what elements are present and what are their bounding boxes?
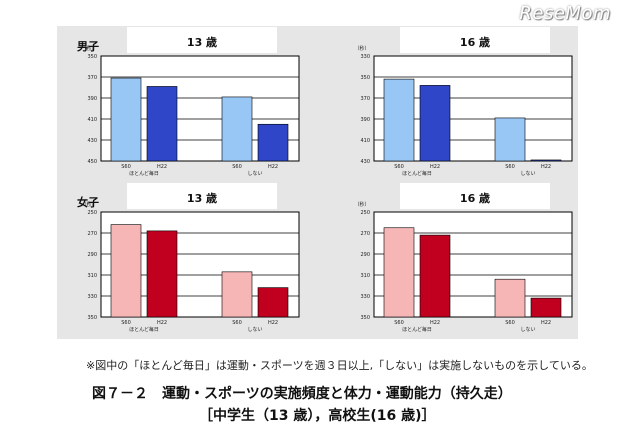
bar-s60 (494, 278, 526, 318)
bar-h22 (419, 234, 451, 318)
category-label: ほとんど毎日 (129, 170, 159, 177)
title-patch (127, 27, 277, 53)
y-tick-label: 350 (87, 54, 97, 60)
bar-label: H22 (430, 320, 440, 326)
chart-title: 16 歳 (460, 191, 490, 205)
y-tick-label: 310 (87, 273, 97, 279)
title-patch (400, 27, 550, 53)
bar-h22 (530, 159, 562, 162)
y-tick-label: 350 (360, 75, 370, 81)
bar-label: H22 (268, 164, 278, 170)
bar-label: H22 (268, 320, 278, 326)
y-tick-label: 250 (87, 210, 97, 216)
chart-title: 13 歳 (187, 35, 217, 49)
bar-h22 (257, 287, 289, 318)
y-tick-label: 330 (87, 294, 97, 300)
bar-s60 (221, 271, 253, 318)
y-tick-label: 450 (87, 159, 97, 165)
figure-title: 図７－２ 運動・スポーツの実施頻度と体力・運動能力（持久走） (92, 386, 512, 402)
bar-label: S60 (394, 164, 404, 170)
y-tick-label: 390 (360, 117, 370, 123)
category-label: しない (520, 170, 535, 177)
y-tick-label: 430 (360, 159, 370, 165)
title-patch (127, 183, 277, 209)
y-axis-label: （秒） (354, 201, 369, 208)
bar-s60 (383, 227, 415, 318)
chart-title: 13 歳 (187, 191, 217, 205)
bar-label: H22 (541, 320, 551, 326)
footnote: ※図中の「ほとんど毎日」は運動・スポーツを週３日以上,「しない」は実施しないもの… (86, 359, 593, 372)
bar-s60 (110, 224, 142, 318)
group-label: 男子 (77, 40, 99, 53)
chart-title: 16 歳 (460, 35, 490, 49)
title-patch (400, 183, 550, 209)
y-tick-label: 310 (360, 273, 370, 279)
category-label: しない (520, 326, 535, 333)
bar-label: S60 (505, 320, 515, 326)
bar-label: H22 (541, 164, 551, 170)
figure-subtitle: ［中学生（13 歳），高校生(16 歳)］ (199, 408, 436, 424)
category-label: しない (247, 170, 262, 177)
bar-label: S60 (121, 320, 131, 326)
bar-h22 (257, 123, 289, 162)
bar-label: S60 (232, 320, 242, 326)
bar-s60 (221, 96, 253, 162)
y-tick-label: 410 (87, 117, 97, 123)
bar-s60 (110, 77, 142, 162)
y-tick-label: 350 (360, 315, 370, 321)
bar-label: S60 (394, 320, 404, 326)
y-tick-label: 250 (360, 210, 370, 216)
y-tick-label: 370 (360, 96, 370, 102)
y-axis-label: （秒） (81, 201, 96, 208)
group-label: 女子 (77, 195, 99, 209)
bar-label: S60 (232, 164, 242, 170)
y-tick-label: 270 (360, 231, 370, 237)
bar-h22 (146, 86, 178, 162)
category-label: ほとんど毎日 (402, 170, 432, 177)
y-tick-label: 410 (360, 138, 370, 144)
y-tick-label: 430 (87, 138, 97, 144)
bar-h22 (146, 230, 178, 318)
category-label: しない (247, 326, 262, 333)
bar-label: S60 (121, 164, 131, 170)
y-tick-label: 270 (87, 231, 97, 237)
bar-label: H22 (157, 164, 167, 170)
y-axis-label: （秒） (81, 45, 96, 52)
category-label: ほとんど毎日 (402, 326, 432, 333)
bar-label: H22 (157, 320, 167, 326)
y-tick-label: 290 (360, 252, 370, 258)
y-axis-label: （秒） (354, 45, 369, 52)
resemom-watermark-logo: ReseMom (519, 3, 611, 24)
y-tick-label: 290 (87, 252, 97, 258)
bar-label: S60 (505, 164, 515, 170)
y-tick-label: 350 (87, 315, 97, 321)
bar-s60 (494, 117, 526, 162)
y-tick-label: 390 (87, 96, 97, 102)
bar-h22 (530, 297, 562, 318)
y-tick-label: 370 (87, 75, 97, 81)
y-tick-label: 330 (360, 294, 370, 300)
y-tick-label: 330 (360, 54, 370, 60)
bar-s60 (383, 78, 415, 162)
bar-h22 (419, 85, 451, 162)
category-label: ほとんど毎日 (129, 326, 159, 333)
bar-label: H22 (430, 164, 440, 170)
